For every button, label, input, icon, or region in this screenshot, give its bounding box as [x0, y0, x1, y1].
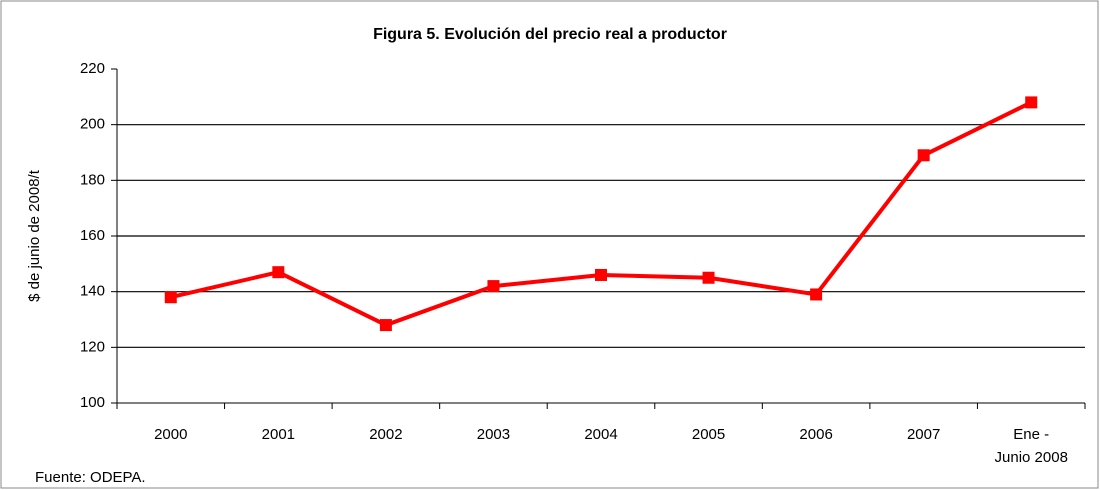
x-tick-label-line: Junio 2008 [995, 449, 1068, 466]
data-marker [272, 266, 285, 279]
x-tick-label-line: Ene - [1013, 426, 1049, 443]
x-tick-label: 2001 [262, 426, 295, 443]
data-marker [164, 291, 177, 304]
x-tick-label: 2005 [692, 426, 725, 443]
y-axis-label: $ de junio de 2008/t [26, 169, 43, 302]
data-marker [1025, 96, 1038, 109]
y-tick-label: 120 [80, 338, 105, 355]
y-tick-label: 160 [80, 227, 105, 244]
source-note: Fuente: ODEPA. [35, 469, 146, 486]
y-tick-label: 100 [80, 394, 105, 411]
x-tick-label: 2006 [799, 426, 832, 443]
x-tick-label: 2000 [154, 426, 187, 443]
y-tick-label: 140 [80, 283, 105, 300]
data-marker [917, 149, 930, 162]
data-marker [702, 271, 715, 284]
x-tick-label: 2002 [369, 426, 402, 443]
data-marker [379, 319, 392, 332]
y-tick-label: 220 [80, 60, 105, 77]
x-tick-label: 2003 [477, 426, 510, 443]
y-tick-label: 180 [80, 171, 105, 188]
x-tick-label: 2004 [584, 426, 617, 443]
y-tick-label: 200 [80, 116, 105, 133]
x-tick-label: Ene - Junio 2008 [995, 426, 1068, 466]
data-marker [487, 280, 500, 293]
data-marker [810, 288, 823, 301]
data-marker [595, 268, 607, 281]
x-tick-label: 2007 [907, 426, 940, 443]
chart-title: Figura 5. Evolución del precio real a pr… [373, 26, 727, 43]
